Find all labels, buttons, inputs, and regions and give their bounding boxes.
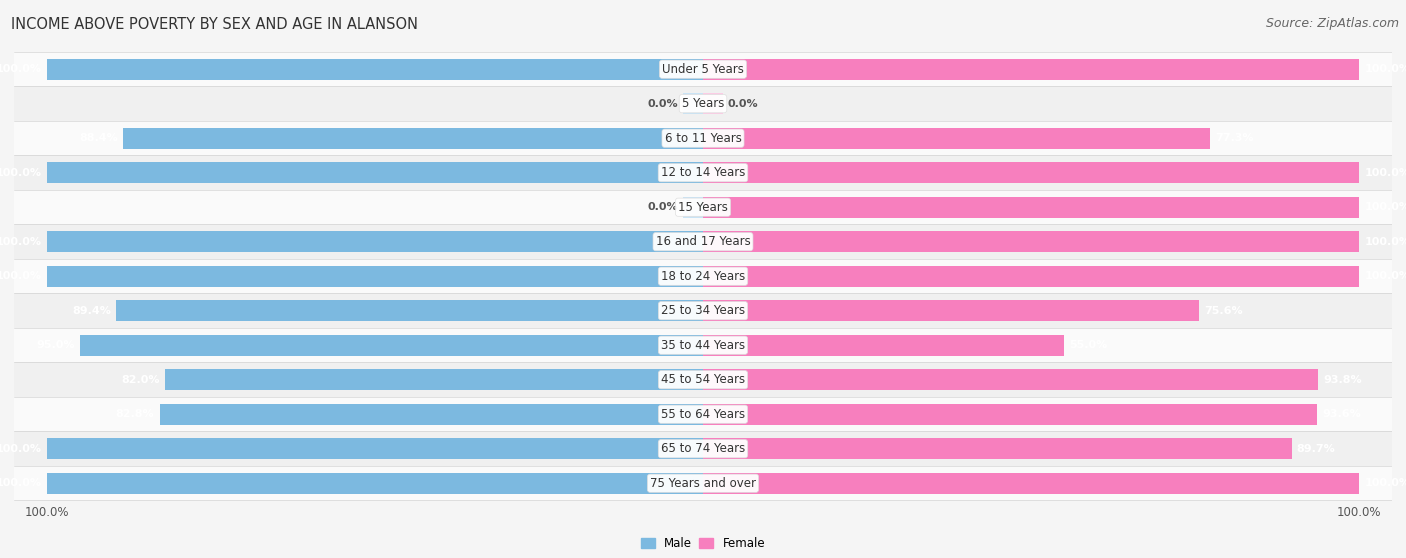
Bar: [14, 224, 1392, 259]
Bar: [703, 128, 1211, 149]
Bar: [703, 162, 1360, 184]
Text: 12 to 14 Years: 12 to 14 Years: [661, 166, 745, 179]
Text: 100.0%: 100.0%: [1364, 271, 1406, 281]
Text: 93.8%: 93.8%: [1323, 375, 1362, 384]
Text: 75 Years and over: 75 Years and over: [650, 477, 756, 490]
Bar: [703, 403, 1317, 425]
Text: 88.4%: 88.4%: [79, 133, 118, 143]
Text: 89.4%: 89.4%: [72, 306, 111, 316]
Text: 45 to 54 Years: 45 to 54 Years: [661, 373, 745, 386]
Text: 0.0%: 0.0%: [728, 99, 759, 109]
Text: 100.0%: 100.0%: [0, 64, 42, 74]
Bar: [703, 473, 1360, 494]
Text: Under 5 Years: Under 5 Years: [662, 62, 744, 76]
Bar: [703, 369, 1319, 391]
Text: 16 and 17 Years: 16 and 17 Years: [655, 235, 751, 248]
Text: 55 to 64 Years: 55 to 64 Years: [661, 408, 745, 421]
Text: 82.8%: 82.8%: [115, 409, 155, 419]
Bar: [14, 259, 1392, 294]
Text: 100.0%: 100.0%: [0, 237, 42, 247]
Text: 65 to 74 Years: 65 to 74 Years: [661, 442, 745, 455]
Bar: [14, 52, 1392, 86]
Text: 100.0%: 100.0%: [0, 478, 42, 488]
Text: 55.0%: 55.0%: [1069, 340, 1108, 350]
Text: 5 Years: 5 Years: [682, 97, 724, 110]
Text: 100.0%: 100.0%: [1364, 168, 1406, 177]
Text: 100.0%: 100.0%: [1364, 478, 1406, 488]
Bar: [14, 328, 1392, 363]
Bar: [117, 300, 703, 321]
Text: 82.0%: 82.0%: [121, 375, 160, 384]
Bar: [46, 438, 703, 459]
Text: 95.0%: 95.0%: [37, 340, 75, 350]
Bar: [14, 86, 1392, 121]
Bar: [14, 431, 1392, 466]
Text: 100.0%: 100.0%: [0, 444, 42, 454]
Bar: [14, 397, 1392, 431]
Bar: [46, 162, 703, 184]
Text: 0.0%: 0.0%: [647, 99, 678, 109]
Legend: Male, Female: Male, Female: [636, 532, 770, 555]
Text: 100.0%: 100.0%: [1364, 237, 1406, 247]
Text: 0.0%: 0.0%: [647, 202, 678, 212]
Text: 100.0%: 100.0%: [0, 168, 42, 177]
Text: 25 to 34 Years: 25 to 34 Years: [661, 304, 745, 317]
Text: 77.3%: 77.3%: [1215, 133, 1254, 143]
Bar: [703, 196, 1360, 218]
Bar: [683, 196, 703, 218]
Bar: [14, 190, 1392, 224]
Bar: [703, 231, 1360, 252]
Bar: [683, 93, 703, 114]
Text: 18 to 24 Years: 18 to 24 Years: [661, 270, 745, 283]
Bar: [703, 93, 723, 114]
Text: Source: ZipAtlas.com: Source: ZipAtlas.com: [1265, 17, 1399, 30]
Bar: [703, 266, 1360, 287]
Text: 6 to 11 Years: 6 to 11 Years: [665, 132, 741, 145]
Bar: [703, 300, 1199, 321]
Bar: [46, 231, 703, 252]
Bar: [46, 59, 703, 80]
Bar: [160, 403, 703, 425]
Bar: [46, 473, 703, 494]
Bar: [165, 369, 703, 391]
Text: 100.0%: 100.0%: [0, 271, 42, 281]
Text: 75.6%: 75.6%: [1205, 306, 1243, 316]
Bar: [14, 121, 1392, 156]
Text: 35 to 44 Years: 35 to 44 Years: [661, 339, 745, 352]
Bar: [80, 334, 703, 356]
Bar: [14, 363, 1392, 397]
Text: 89.7%: 89.7%: [1296, 444, 1336, 454]
Text: 15 Years: 15 Years: [678, 201, 728, 214]
Bar: [703, 438, 1292, 459]
Text: INCOME ABOVE POVERTY BY SEX AND AGE IN ALANSON: INCOME ABOVE POVERTY BY SEX AND AGE IN A…: [11, 17, 418, 32]
Bar: [14, 156, 1392, 190]
Text: 100.0%: 100.0%: [1364, 202, 1406, 212]
Bar: [14, 466, 1392, 501]
Bar: [14, 294, 1392, 328]
Text: 93.6%: 93.6%: [1323, 409, 1361, 419]
Bar: [703, 59, 1360, 80]
Bar: [46, 266, 703, 287]
Bar: [703, 334, 1064, 356]
Text: 100.0%: 100.0%: [1364, 64, 1406, 74]
Bar: [122, 128, 703, 149]
